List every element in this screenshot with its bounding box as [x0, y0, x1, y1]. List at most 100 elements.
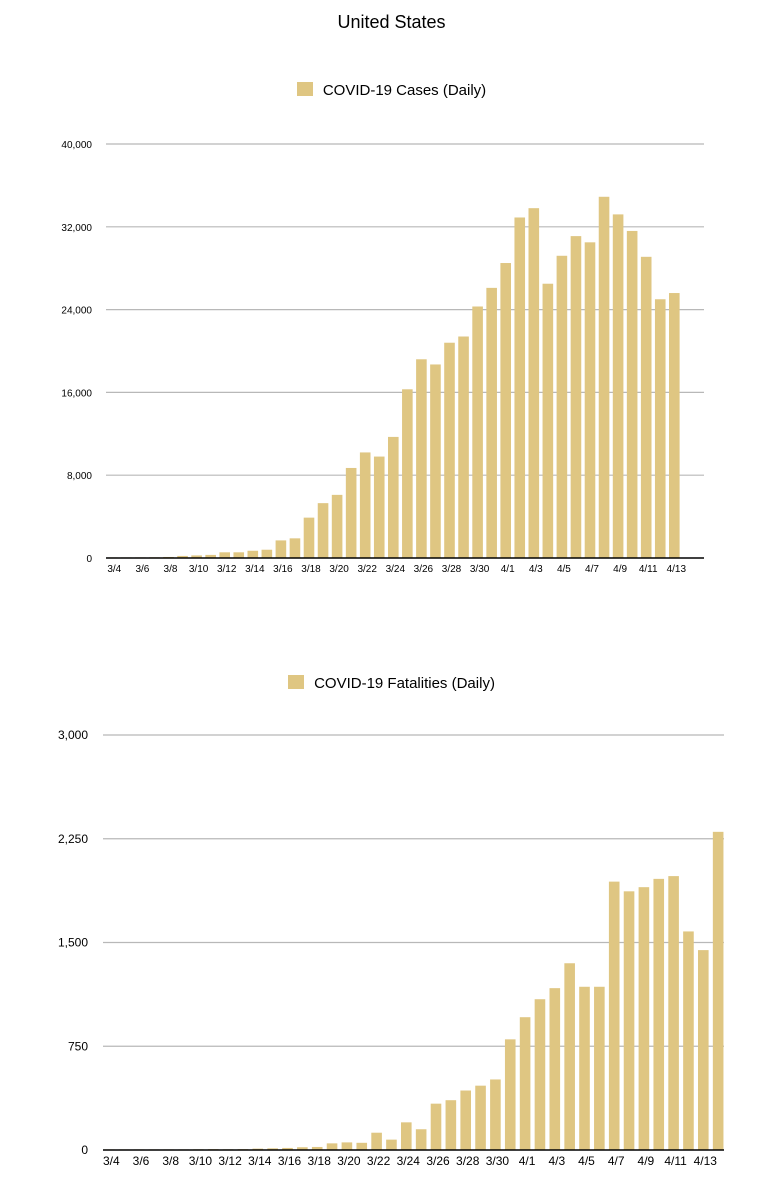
fatalities-bar-3-29: [475, 1085, 486, 1150]
cases-bar-4-9: [612, 214, 624, 558]
cases-bar-3-14: [247, 550, 259, 558]
cases-bar-3-25: [402, 389, 413, 558]
fatalities-x-tick-label: 4/13: [694, 1154, 718, 1168]
fatalities-x-tick-label: 4/11: [664, 1154, 687, 1168]
cases-bar-3-18: [303, 517, 315, 558]
fatalities-bar-3-25: [415, 1129, 427, 1150]
fatalities-x-tick-label: 3/10: [189, 1154, 213, 1168]
cases-bar-4-11: [640, 256, 652, 558]
cases-y-tick-label: 0: [86, 554, 92, 565]
cases-bar-3-31: [486, 287, 497, 558]
fatalities-bar-4-14: [712, 831, 724, 1150]
cases-bar-4-6: [570, 236, 582, 559]
page-title: United States: [337, 12, 446, 32]
cases-y-tick-label: 32,000: [61, 223, 92, 234]
fatalities-x-tick-label: 3/20: [337, 1154, 361, 1168]
fatalities-x-tick-label: 3/28: [456, 1154, 480, 1168]
fatalities-chart: 0 750 1,500 2,250 3,000 3/4 3/6 3/8 3/10 3/12 3/14…: [58, 728, 724, 1168]
cases-bar-4-5: [556, 255, 568, 558]
fatalities-bar-4-8: [623, 891, 635, 1150]
fatalities-bar-4-6: [594, 986, 605, 1150]
fatalities-bar-3-24: [401, 1122, 412, 1150]
cases-bar-3-27: [430, 364, 441, 558]
fatalities-bar-3-19: [326, 1143, 338, 1150]
cases-bar-4-2: [514, 217, 526, 559]
fatalities-bar-3-16: [282, 1147, 293, 1150]
fatalities-bar-3-30: [490, 1079, 501, 1150]
cases-bar-4-3: [528, 208, 540, 559]
cases-x-tick-label: 3/26: [414, 564, 434, 575]
cases-x-tick-label: 4/5: [557, 564, 571, 575]
fatalities-x-tick-label: 3/16: [278, 1154, 302, 1168]
fatalities-x-tick-label: 4/3: [548, 1154, 565, 1168]
fatalities-x-tick-label: 4/1: [519, 1154, 536, 1168]
cases-bar-3-26: [416, 359, 427, 558]
cases-bar-4-7: [584, 242, 596, 558]
cases-bar-3-21: [345, 467, 357, 558]
cases-bar-3-15: [261, 549, 273, 558]
cases-x-tick-label: 3/4: [107, 564, 121, 575]
fatalities-bar-3-15: [267, 1148, 278, 1150]
fatalities-x-tick-label: 3/14: [248, 1154, 272, 1168]
cases-bar-3-24: [388, 436, 399, 558]
fatalities-bar-3-20: [341, 1142, 353, 1150]
fatalities-bar-3-31: [504, 1039, 516, 1150]
cases-y-tick-label: 8,000: [67, 471, 92, 482]
cases-bar-4-1: [500, 263, 511, 558]
cases-bar-3-19: [317, 503, 329, 558]
cases-bar-3-30: [472, 306, 483, 558]
cases-legend: COVID-19 Cases (Daily): [0, 82, 783, 99]
fatalities-legend: COVID-19 Fatalities (Daily): [0, 675, 783, 692]
cases-bar-3-17: [289, 538, 301, 558]
cases-bar-3-23: [373, 456, 385, 558]
cases-legend-swatch: [296, 82, 313, 96]
cases-x-tick-label: 3/6: [135, 564, 149, 575]
fatalities-bar-4-9: [638, 887, 650, 1150]
cases-x-tick-label: 3/22: [357, 564, 377, 575]
fatalities-bar-3-26: [430, 1103, 442, 1150]
fatalities-x-tick-label: 3/4: [103, 1154, 120, 1168]
cases-bar-3-29: [458, 336, 469, 558]
fatalities-y-tick-label: 3,000: [58, 728, 88, 742]
cases-bar-3-28: [444, 342, 455, 558]
cases-x-tick-label: 4/3: [529, 564, 543, 575]
fatalities-legend-label: COVID-19 Fatalities (Daily): [314, 675, 495, 692]
fatalities-bar-3-23: [386, 1139, 397, 1150]
cases-bar-3-9: [177, 555, 188, 558]
fatalities-bar-4-4: [564, 963, 575, 1150]
cases-x-tick-label: 3/30: [470, 564, 490, 575]
fatalities-bar-3-22: [371, 1132, 382, 1150]
cases-y-tick-label: 24,000: [61, 306, 92, 317]
cases-x-tick-label: 3/12: [217, 564, 237, 575]
cases-bar-3-20: [331, 494, 343, 558]
fatalities-bar-4-3: [549, 988, 561, 1150]
cases-x-tick-label: 3/24: [386, 564, 406, 575]
fatalities-x-tick-label: 3/22: [367, 1154, 391, 1168]
cases-x-tick-label: 3/14: [245, 564, 265, 575]
cases-x-tick-label: 4/11: [639, 564, 658, 575]
cases-x-tick-label: 4/9: [613, 564, 627, 575]
cases-bar-3-22: [359, 452, 371, 558]
fatalities-x-tick-label: 3/30: [486, 1154, 510, 1168]
fatalities-bar-4-5: [579, 986, 590, 1150]
cases-bar-3-16: [275, 540, 287, 558]
cases-bar-4-8: [598, 196, 610, 558]
cases-legend-label: COVID-19 Cases (Daily): [322, 82, 487, 99]
fatalities-x-tick-label: 3/8: [162, 1154, 179, 1168]
fatalities-x-tick-label: 3/18: [308, 1154, 332, 1168]
fatalities-legend-swatch: [288, 675, 305, 689]
fatalities-y-tick-label: 0: [81, 1143, 88, 1157]
fatalities-x-tick-label: 4/9: [638, 1154, 655, 1168]
fatalities-bar-4-11: [668, 876, 679, 1150]
fatalities-x-tick-label: 3/6: [133, 1154, 150, 1168]
fatalities-y-tick-label: 2,250: [58, 832, 88, 846]
cases-bar-4-4: [542, 283, 554, 558]
fatalities-bar-4-10: [653, 878, 665, 1150]
cases-x-tick-label: 3/28: [442, 564, 462, 575]
cases-x-tick-label: 3/8: [164, 564, 178, 575]
cases-bar-3-11: [205, 554, 216, 558]
fatalities-bar-4-12: [683, 931, 694, 1150]
cases-x-tick-label: 4/7: [585, 564, 599, 575]
fatalities-y-tick-label: 1,500: [58, 936, 88, 950]
cases-x-tick-label: 3/18: [301, 564, 321, 575]
